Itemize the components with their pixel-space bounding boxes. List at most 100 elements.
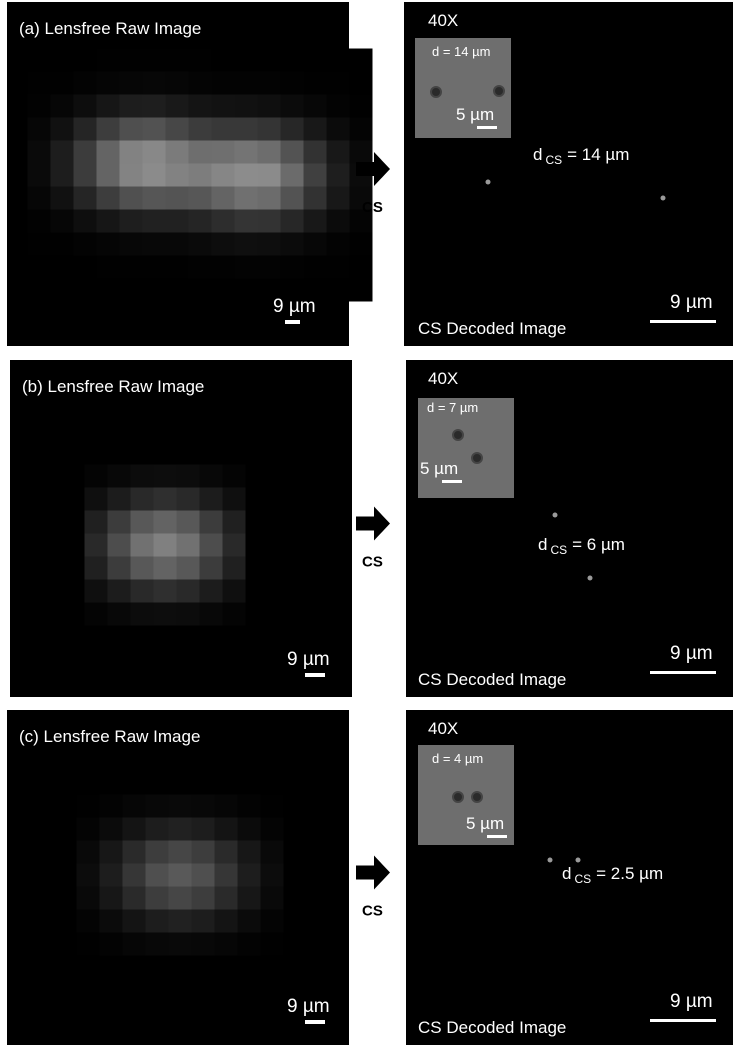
- raw-pixel: [85, 557, 108, 580]
- raw-pixel: [74, 72, 97, 95]
- raw-pixel: [200, 488, 223, 511]
- raw-pixel: [108, 465, 131, 488]
- inset-bead: [472, 453, 482, 463]
- dcs-value: = 14 µm: [567, 145, 629, 164]
- raw-pixel: [28, 49, 51, 72]
- raw-pixel: [97, 72, 120, 95]
- raw-pixel: [223, 465, 246, 488]
- raw-pixel: [304, 118, 327, 141]
- raw-pixel: [235, 233, 258, 256]
- raw-pixel: [212, 187, 235, 210]
- raw-pixel: [120, 118, 143, 141]
- raw-pixel: [131, 465, 154, 488]
- raw-pixel: [51, 256, 74, 279]
- raw-pixel: [77, 864, 100, 887]
- raw-pixel: [166, 95, 189, 118]
- inset-scale-label: 5 µm: [456, 105, 494, 124]
- inset-scale-bar: [487, 835, 507, 838]
- raw-pixel: [215, 933, 238, 956]
- raw-pixel: [212, 141, 235, 164]
- raw-pixel: [28, 256, 51, 279]
- raw-pixel: [74, 210, 97, 233]
- raw-pixel: [166, 233, 189, 256]
- raw-pixel: [74, 118, 97, 141]
- decoded-scale-bar: [650, 1019, 716, 1022]
- raw-pixel: [327, 72, 350, 95]
- raw-pixel: [177, 488, 200, 511]
- raw-pixel: [281, 49, 304, 72]
- raw-pixel: [177, 580, 200, 603]
- raw-pixel: [327, 118, 350, 141]
- raw-pixel: [123, 933, 146, 956]
- arrow-label: CS: [362, 903, 383, 920]
- arrow: [356, 507, 390, 541]
- raw-pixel: [100, 864, 123, 887]
- raw-pixel: [223, 557, 246, 580]
- raw-pixel: [143, 164, 166, 187]
- decoded-point: [486, 180, 491, 185]
- raw-pixel: [238, 841, 261, 864]
- raw-pixel: [200, 557, 223, 580]
- raw-scale-label: 9 µm: [273, 296, 316, 317]
- raw-pixel: [143, 118, 166, 141]
- raw-pixel: [131, 511, 154, 534]
- raw-pixel: [304, 49, 327, 72]
- raw-pixel: [350, 256, 373, 279]
- raw-pixel: [146, 864, 169, 887]
- raw-scale-bar: [285, 320, 300, 324]
- raw-pixel: [327, 210, 350, 233]
- raw-pixel: [350, 279, 373, 302]
- raw-pixel: [154, 603, 177, 626]
- decoded-point: [576, 858, 581, 863]
- raw-pixel: [350, 118, 373, 141]
- raw-pixel: [350, 233, 373, 256]
- raw-pixel: [177, 511, 200, 534]
- inset-bead: [453, 792, 463, 802]
- raw-pixel: [28, 187, 51, 210]
- raw-pixel: [304, 72, 327, 95]
- raw-pixel: [85, 488, 108, 511]
- raw-pixel: [154, 488, 177, 511]
- raw-pixel: [97, 141, 120, 164]
- raw-pixel: [120, 164, 143, 187]
- raw-pixel: [200, 603, 223, 626]
- raw-pixel: [85, 511, 108, 534]
- raw-pixel: [100, 795, 123, 818]
- raw-scale-bar: [305, 1020, 325, 1024]
- raw-pixel: [146, 841, 169, 864]
- raw-pixel: [215, 841, 238, 864]
- raw-pixel: [77, 795, 100, 818]
- decoded-scale-label: 9 µm: [670, 292, 713, 313]
- raw-pixel: [281, 233, 304, 256]
- raw-pixel: [223, 580, 246, 603]
- raw-pixel: [189, 233, 212, 256]
- decoded-point: [553, 513, 558, 518]
- raw-pixel: [143, 187, 166, 210]
- inset-scale-bar: [442, 480, 462, 483]
- dcs-symbol: d: [533, 145, 542, 164]
- raw-pixel: [169, 910, 192, 933]
- raw-pixel: [177, 534, 200, 557]
- raw-pixel: [281, 164, 304, 187]
- raw-pixel: [123, 841, 146, 864]
- raw-pixel: [143, 95, 166, 118]
- raw-pixel: [120, 256, 143, 279]
- raw-pixel: [143, 233, 166, 256]
- raw-pixel: [258, 118, 281, 141]
- raw-pixel: [177, 557, 200, 580]
- raw-pixel: [215, 887, 238, 910]
- raw-pixel: [200, 534, 223, 557]
- raw-pixel: [235, 118, 258, 141]
- raw-pixel: [281, 256, 304, 279]
- raw-pixel: [169, 795, 192, 818]
- raw-pixel: [77, 910, 100, 933]
- raw-pixel: [143, 141, 166, 164]
- raw-pixel: [189, 141, 212, 164]
- raw-pixel: [327, 164, 350, 187]
- inset-bead: [453, 430, 463, 440]
- raw-pixel: [120, 187, 143, 210]
- raw-pixel: [131, 488, 154, 511]
- raw-pixel: [120, 141, 143, 164]
- raw-pixel: [85, 534, 108, 557]
- raw-pixel: [215, 864, 238, 887]
